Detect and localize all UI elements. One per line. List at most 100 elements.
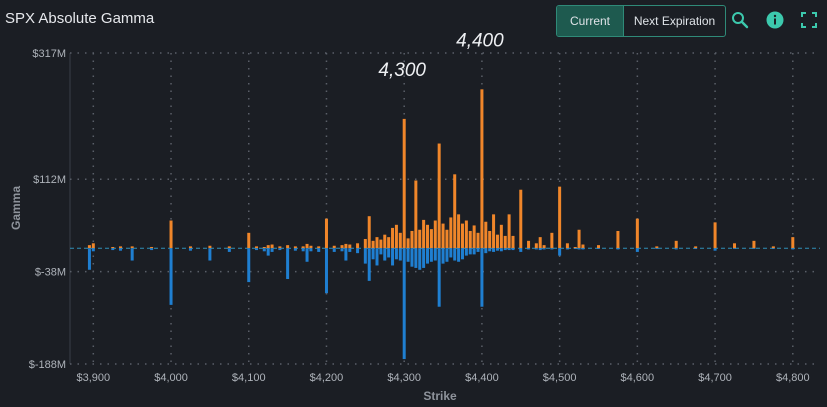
call-gamma-bar[interactable] [414, 180, 418, 249]
call-gamma-bar[interactable] [558, 186, 562, 249]
call-gamma-bar[interactable] [150, 246, 154, 249]
put-gamma-bar[interactable] [565, 248, 569, 250]
call-gamma-bar[interactable] [453, 174, 457, 249]
call-gamma-bar[interactable] [188, 246, 192, 249]
put-gamma-bar[interactable] [573, 248, 577, 250]
put-gamma-bar[interactable] [480, 248, 484, 307]
call-gamma-bar[interactable] [503, 235, 507, 249]
put-gamma-bar[interactable] [293, 248, 297, 251]
current-button[interactable]: Current [557, 6, 624, 36]
call-gamma-bar[interactable] [410, 230, 414, 249]
call-gamma-bar[interactable] [499, 224, 503, 249]
put-gamma-bar[interactable] [441, 248, 445, 264]
call-gamma-bar[interactable] [247, 232, 251, 249]
put-gamma-bar[interactable] [356, 248, 360, 254]
call-gamma-bar[interactable] [488, 230, 492, 249]
call-gamma-bar[interactable] [317, 246, 321, 249]
put-gamma-bar[interactable] [130, 248, 134, 261]
call-gamma-bar[interactable] [752, 240, 756, 249]
put-gamma-bar[interactable] [484, 248, 488, 254]
put-gamma-bar[interactable] [379, 248, 383, 255]
put-gamma-bar[interactable] [460, 248, 464, 260]
put-gamma-bar[interactable] [188, 248, 192, 251]
call-gamma-bar[interactable] [398, 232, 402, 249]
call-gamma-bar[interactable] [383, 234, 387, 249]
put-gamma-bar[interactable] [492, 248, 496, 252]
put-gamma-bar[interactable] [511, 248, 515, 251]
call-gamma-bar[interactable] [119, 246, 123, 249]
put-gamma-bar[interactable] [410, 248, 414, 267]
put-gamma-bar[interactable] [262, 248, 266, 252]
call-gamma-bar[interactable] [363, 238, 367, 249]
call-gamma-bar[interactable] [394, 224, 398, 249]
put-gamma-bar[interactable] [324, 248, 328, 294]
put-gamma-bar[interactable] [476, 248, 480, 252]
call-gamma-bar[interactable] [227, 246, 231, 249]
put-gamma-bar[interactable] [437, 248, 441, 307]
call-gamma-bar[interactable] [771, 246, 775, 249]
put-gamma-bar[interactable] [375, 248, 379, 266]
call-gamma-bar[interactable] [694, 246, 698, 249]
call-gamma-bar[interactable] [87, 245, 91, 249]
put-gamma-bar[interactable] [445, 248, 449, 262]
next-expiration-button[interactable]: Next Expiration [633, 14, 716, 28]
put-gamma-bar[interactable] [503, 248, 507, 251]
put-gamma-bar[interactable] [457, 248, 461, 262]
put-gamma-bar[interactable] [577, 248, 581, 250]
call-gamma-bar[interactable] [468, 230, 472, 249]
put-gamma-bar[interactable] [507, 248, 511, 251]
put-gamma-bar[interactable] [391, 248, 395, 266]
call-gamma-bar[interactable] [507, 214, 511, 249]
call-gamma-bar[interactable] [356, 243, 360, 249]
put-gamma-bar[interactable] [596, 248, 600, 250]
put-gamma-bar[interactable] [406, 248, 410, 262]
call-gamma-bar[interactable] [375, 237, 379, 249]
put-gamma-bar[interactable] [255, 248, 259, 251]
put-gamma-bar[interactable] [542, 248, 546, 250]
put-gamma-bar[interactable] [344, 248, 348, 261]
call-gamma-bar[interactable] [324, 218, 328, 249]
put-gamma-bar[interactable] [332, 248, 336, 252]
put-gamma-bar[interactable] [550, 248, 554, 250]
call-gamma-bar[interactable] [309, 245, 313, 249]
put-gamma-bar[interactable] [495, 248, 499, 251]
call-gamma-bar[interactable] [433, 220, 437, 249]
put-gamma-bar[interactable] [527, 248, 531, 250]
put-gamma-bar[interactable] [771, 248, 775, 250]
call-gamma-bar[interactable] [286, 245, 290, 249]
call-gamma-bar[interactable] [426, 224, 430, 249]
put-gamma-bar[interactable] [499, 248, 503, 252]
call-gamma-bar[interactable] [713, 222, 717, 249]
put-gamma-bar[interactable] [394, 248, 398, 260]
put-gamma-bar[interactable] [387, 248, 391, 258]
put-gamma-bar[interactable] [317, 248, 321, 252]
put-gamma-bar[interactable] [266, 248, 270, 256]
call-gamma-bar[interactable] [519, 189, 523, 249]
put-gamma-bar[interactable] [655, 248, 659, 250]
call-gamma-bar[interactable] [437, 143, 441, 249]
put-gamma-bar[interactable] [519, 248, 523, 252]
call-gamma-bar[interactable] [301, 246, 305, 249]
put-gamma-bar[interactable] [91, 248, 95, 252]
put-gamma-bar[interactable] [429, 248, 433, 262]
put-gamma-bar[interactable] [534, 248, 538, 250]
call-gamma-bar[interactable] [480, 89, 484, 249]
call-gamma-bar[interactable] [111, 246, 115, 249]
call-gamma-bar[interactable] [511, 235, 515, 249]
put-gamma-bar[interactable] [286, 248, 290, 280]
put-gamma-bar[interactable] [674, 248, 678, 250]
put-gamma-bar[interactable] [119, 248, 123, 251]
call-gamma-bar[interactable] [418, 229, 422, 249]
put-gamma-bar[interactable] [713, 248, 717, 251]
call-gamma-bar[interactable] [635, 218, 639, 249]
put-gamma-bar[interactable] [398, 248, 402, 261]
put-gamma-bar[interactable] [468, 248, 472, 255]
call-gamma-bar[interactable] [476, 232, 480, 249]
call-gamma-bar[interactable] [169, 220, 173, 249]
put-gamma-bar[interactable] [426, 248, 430, 264]
put-gamma-bar[interactable] [581, 248, 585, 250]
call-gamma-bar[interactable] [449, 217, 453, 249]
put-gamma-bar[interactable] [87, 248, 91, 270]
put-gamma-bar[interactable] [150, 248, 154, 251]
put-gamma-bar[interactable] [464, 248, 468, 256]
